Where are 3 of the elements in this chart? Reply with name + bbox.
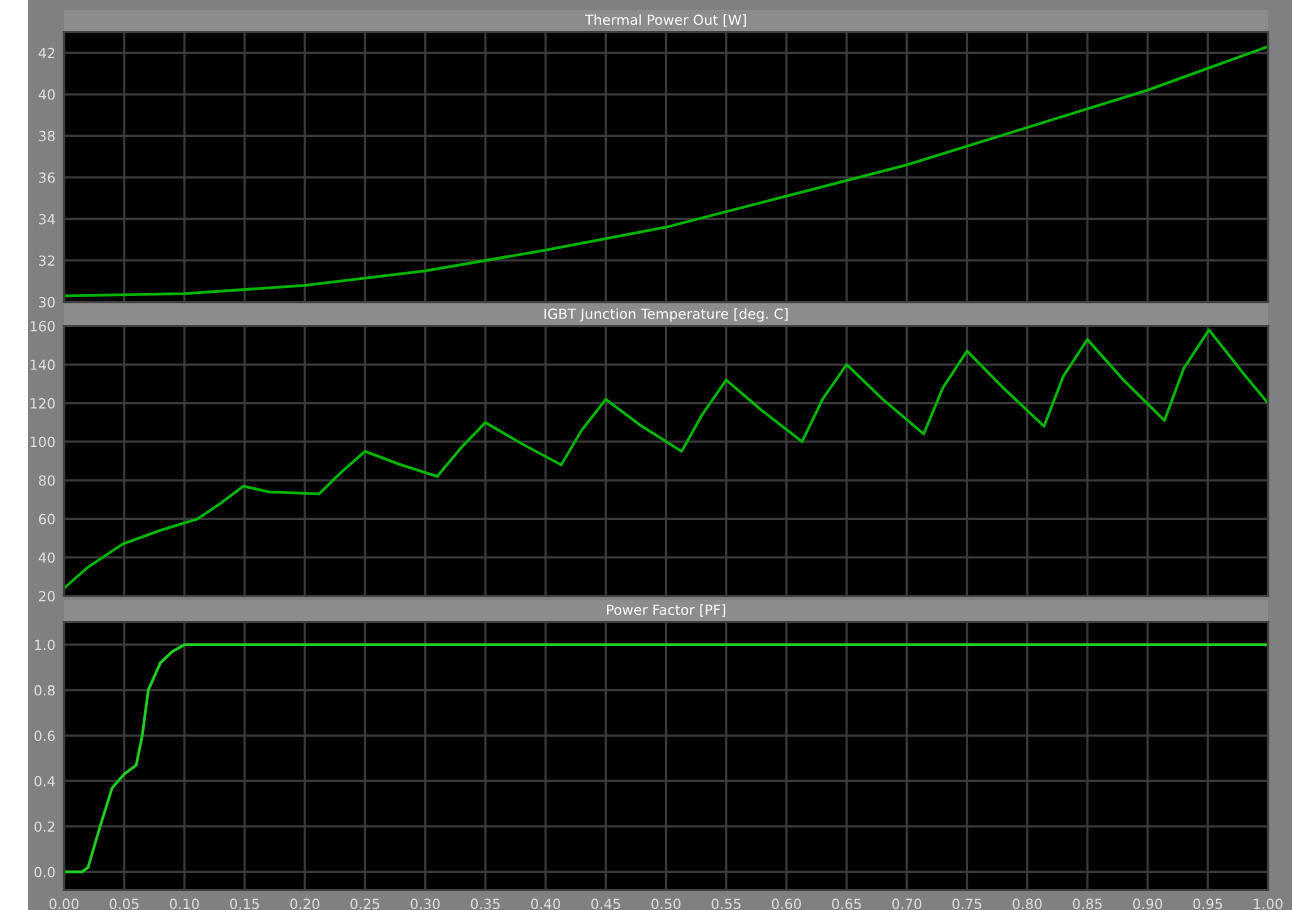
line-series <box>64 45 1268 298</box>
line-series <box>64 328 1268 590</box>
line-series <box>64 643 1268 874</box>
